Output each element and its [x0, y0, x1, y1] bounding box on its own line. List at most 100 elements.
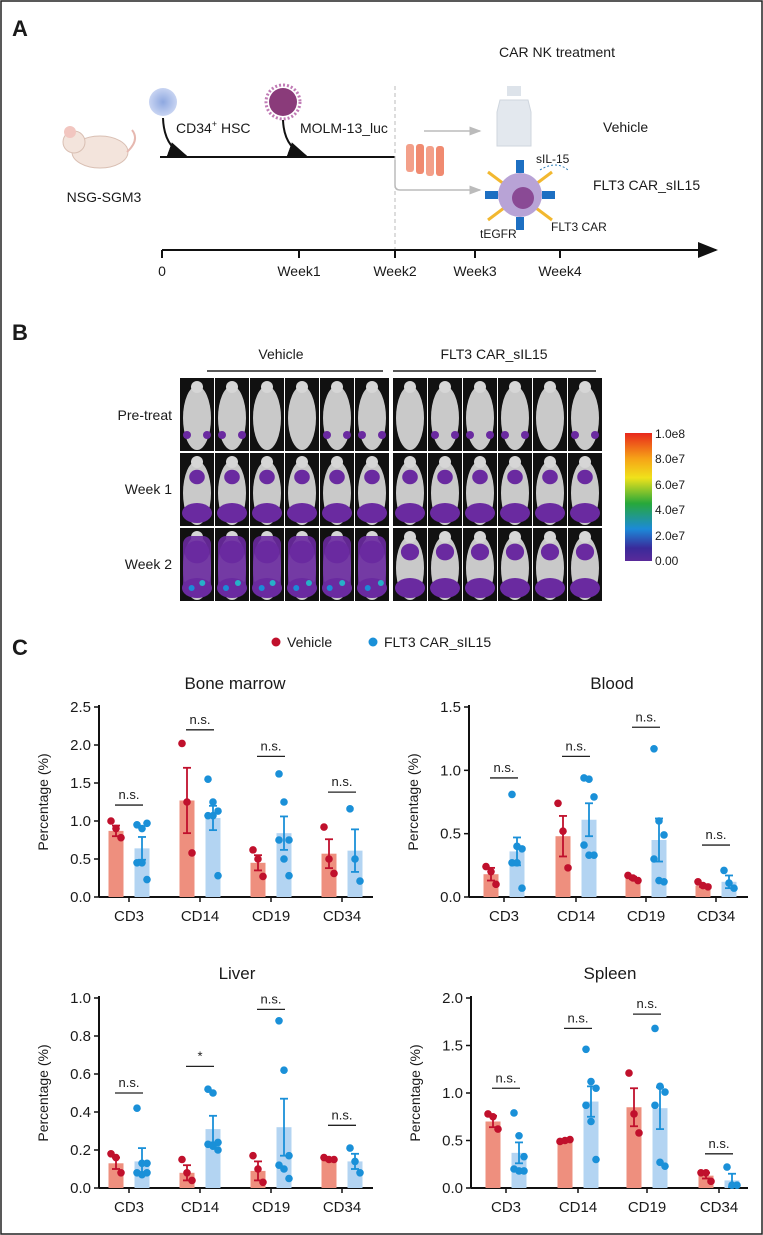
mouse-head: [509, 531, 521, 543]
chart-spleen: Spleen Percentage (%) 0.0 0.5 1.0 1.5 2.0 CD3 n.…: [407, 964, 748, 1216]
signal-hotspot: [234, 580, 241, 586]
signal-spot: [591, 431, 599, 439]
y-tick-label: 0.5: [440, 826, 461, 843]
data-point: [587, 1117, 595, 1126]
data-point: [733, 1181, 741, 1189]
y-tick-label: 1.5: [70, 775, 91, 792]
mouse-image: [180, 378, 214, 451]
mouse-image: [250, 528, 284, 601]
y-tick-label: 0.4: [70, 1104, 91, 1121]
signal-region: [252, 503, 282, 523]
data-point: [143, 819, 151, 828]
mouse-silhouette: [431, 386, 459, 450]
data-point: [280, 1165, 288, 1173]
significance-label: n.s.: [566, 738, 587, 753]
signal-region: [288, 536, 316, 592]
mouse-head: [579, 531, 591, 543]
signal-hotspot: [258, 585, 265, 591]
data-point: [280, 798, 288, 806]
panel-label-b: B: [12, 320, 28, 345]
panel-b: B Vehicle FLT3 CAR_sIL15 Pre-treat Week …: [12, 320, 685, 601]
tegfr-label: tEGFR: [480, 227, 517, 241]
data-point: [582, 1101, 590, 1110]
significance-label: n.s.: [332, 1107, 353, 1122]
bar: [321, 853, 337, 897]
data-point: [285, 1151, 293, 1160]
x-tick-label: CD3: [114, 1199, 144, 1216]
signal-region: [329, 469, 345, 485]
car-nk-cell-icon: [485, 160, 569, 230]
panel-a: A CAR NK treatment NSG-SGM3 CD34+ HSC MO…: [12, 16, 718, 279]
data-point: [351, 1157, 359, 1166]
mouse-silhouette: [466, 386, 494, 450]
signal-region: [294, 469, 310, 485]
data-point: [590, 793, 598, 801]
signal-region: [577, 469, 593, 485]
colorbar-label: 0.00: [655, 554, 679, 568]
mouse-image: [320, 453, 354, 526]
data-point: [117, 833, 125, 842]
signal-region: [575, 543, 595, 561]
significance-label: n.s.: [496, 1070, 517, 1085]
mouse-head: [366, 456, 378, 468]
signal-region: [472, 469, 488, 485]
data-point: [707, 1177, 715, 1186]
x-tick-label: CD3: [114, 908, 144, 925]
data-point: [178, 1155, 186, 1164]
signal-spot: [501, 431, 509, 439]
data-point: [275, 770, 283, 778]
data-point: [356, 1169, 364, 1177]
significance-label: n.s.: [706, 827, 727, 842]
signal-spot: [218, 431, 226, 439]
data-point: [346, 805, 354, 813]
mouse-image: [355, 378, 389, 451]
data-point: [330, 1155, 338, 1164]
bar: [108, 830, 124, 897]
mouse-image: [320, 528, 354, 601]
mouse-head: [226, 456, 238, 468]
row-label-week2: Week 2: [125, 556, 172, 572]
signal-hotspot: [305, 580, 312, 586]
signal-spot: [486, 431, 494, 439]
mouse-head: [331, 456, 343, 468]
signal-region: [217, 503, 247, 523]
bar: [179, 800, 195, 897]
chart-title: Blood: [590, 674, 633, 693]
signal-region: [570, 503, 600, 523]
data-point: [585, 775, 593, 783]
y-tick-label: 0.2: [70, 1142, 91, 1159]
signal-region: [535, 503, 565, 523]
hsc-label: CD34+ HSC: [176, 119, 251, 136]
mouse-head: [474, 381, 486, 393]
signal-region: [253, 536, 281, 592]
signal-region: [505, 543, 525, 561]
data-point: [487, 867, 495, 876]
mouse-image: [428, 528, 462, 601]
timeline-label: Week3: [453, 263, 497, 279]
data-point: [143, 875, 151, 884]
mouse-head: [261, 456, 273, 468]
data-point: [249, 846, 257, 854]
signal-spot: [238, 431, 246, 439]
data-point: [559, 827, 567, 835]
signal-region: [430, 503, 460, 523]
mouse-image: [250, 453, 284, 526]
mouse-silhouette: [323, 386, 351, 450]
mouse-image: [463, 453, 497, 526]
bar: [347, 850, 363, 897]
mouse-image: [285, 528, 319, 601]
significance-label: n.s.: [261, 991, 282, 1006]
signal-region: [470, 543, 490, 561]
signal-region: [535, 578, 565, 598]
y-tick-label: 1.0: [442, 1085, 463, 1102]
mouse-icon: [62, 126, 137, 169]
data-point: [489, 1112, 497, 1121]
data-point: [133, 1104, 141, 1112]
y-tick-label: 1.0: [70, 990, 91, 1007]
group-label-vehicle: Vehicle: [258, 346, 303, 362]
signal-region: [500, 578, 530, 598]
data-point: [259, 872, 267, 881]
chart-liver: Liver Percentage (%) 0.0 0.2 0.4 0.6 0.8 1.0 CD3…: [35, 964, 373, 1216]
